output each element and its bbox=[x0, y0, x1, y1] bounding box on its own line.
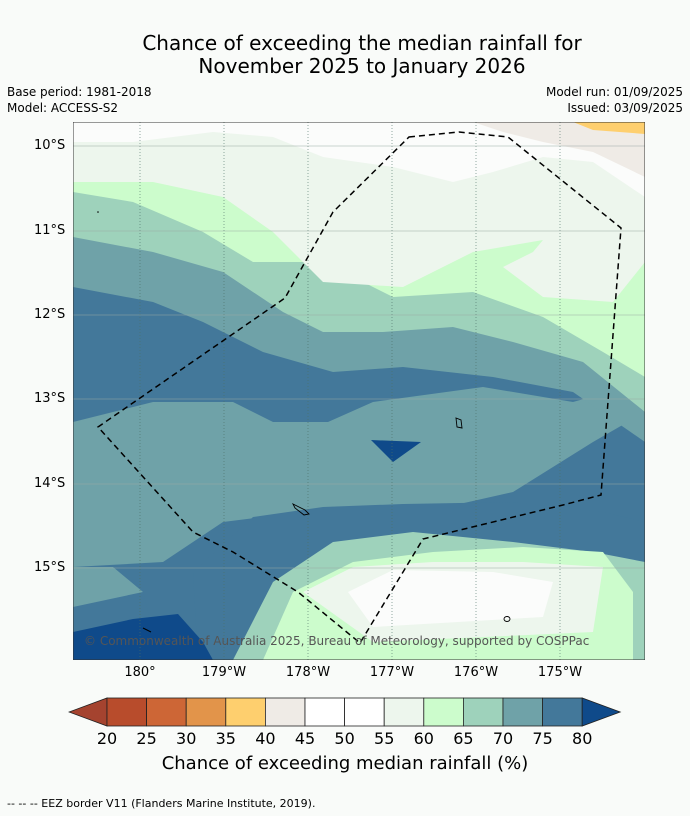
lon-label-180: 180° bbox=[124, 665, 156, 680]
lat-label-11s: 11°S bbox=[34, 223, 66, 238]
zone-70-75-west bbox=[73, 567, 143, 607]
model-name: Model: ACCESS-S2 bbox=[7, 101, 119, 115]
colorbar-tick-label: 35 bbox=[215, 729, 236, 748]
lat-label-14s: 14°S bbox=[34, 476, 66, 491]
rainfall-map bbox=[72, 121, 646, 661]
colorbar-tick-label: 70 bbox=[492, 729, 514, 748]
lat-label-10s: 10°S bbox=[34, 138, 66, 153]
colorbar-cell bbox=[423, 697, 464, 727]
islet-west bbox=[97, 211, 99, 213]
island-center bbox=[291, 502, 310, 516]
colorbar-label: Chance of exceeding median rainfall (%) bbox=[161, 753, 529, 774]
lat-label-12s: 12°S bbox=[34, 307, 66, 322]
map-area bbox=[72, 121, 646, 661]
colorbar-tick-label: 55 bbox=[374, 729, 395, 748]
colorbar-tick-label: 80 bbox=[572, 729, 593, 748]
colorbar-tick-label: 45 bbox=[294, 729, 316, 748]
colorbar-cell bbox=[462, 697, 504, 727]
colorbar-tick-label: 50 bbox=[334, 729, 355, 748]
title-line-1: Chance of exceeding the median rainfall … bbox=[142, 31, 582, 55]
island-south bbox=[503, 616, 511, 622]
zone-50-55-south bbox=[348, 570, 553, 627]
meta-right: Model run: 01/09/2025 Issued: 03/09/2025 bbox=[546, 84, 683, 116]
lon-label-178w: 178°W bbox=[285, 665, 331, 680]
colorbar-cells bbox=[67, 697, 622, 727]
model-run: Model run: 01/09/2025 bbox=[545, 85, 683, 99]
zone-35-40 bbox=[573, 122, 645, 134]
colorbar-tick-label: 60 bbox=[413, 729, 434, 748]
colorbar-tick-label: 40 bbox=[255, 729, 276, 748]
colorbar-extend-low bbox=[67, 697, 108, 727]
meta-left: Base period: 1981-2018 Model: ACCESS-S2 bbox=[7, 84, 152, 116]
colorbar-cell bbox=[106, 697, 147, 727]
eez-footnote: -- -- -- EEZ border V11 (Flanders Marine… bbox=[7, 797, 316, 810]
map-credit: © Commonwealth of Australia 2025, Bureau… bbox=[84, 634, 590, 648]
zone-80-100-southwest bbox=[73, 614, 213, 660]
base-period: Base period: 1981-2018 bbox=[7, 85, 152, 99]
parallels bbox=[73, 145, 645, 569]
colorbar-svg bbox=[67, 697, 622, 727]
colorbar-cell bbox=[264, 697, 306, 727]
lat-label-13s: 13°S bbox=[34, 391, 66, 406]
colorbar bbox=[67, 697, 628, 731]
colorbar-cell bbox=[304, 697, 345, 727]
colorbar-cell bbox=[146, 697, 187, 727]
colorbar-tick-label: 65 bbox=[453, 729, 474, 748]
lon-label-176w: 176°W bbox=[453, 665, 499, 680]
lon-label-179w: 179°W bbox=[201, 665, 247, 680]
zone-45-50 bbox=[473, 122, 645, 177]
colorbar-cell bbox=[542, 697, 583, 727]
colorbar-tick-label: 20 bbox=[96, 729, 118, 748]
zone-50-55 bbox=[73, 122, 645, 197]
colorbar-cell bbox=[502, 697, 543, 727]
colorbar-tick-label: 75 bbox=[532, 729, 553, 748]
colorbar-extend-high bbox=[581, 697, 622, 727]
colorbar-cell bbox=[383, 697, 425, 727]
colorbar-cell bbox=[344, 697, 385, 727]
title-line-2: November 2025 to January 2026 bbox=[198, 54, 526, 78]
lon-label-175w: 175°W bbox=[537, 665, 583, 680]
island-northeast bbox=[455, 417, 463, 429]
lon-label-177w: 177°W bbox=[369, 665, 415, 680]
zone-80-100-center bbox=[371, 440, 421, 462]
colorbar-cell bbox=[225, 697, 266, 727]
colorbar-tick-label: 30 bbox=[176, 729, 197, 748]
island-southwest bbox=[142, 627, 152, 633]
colorbar-tick-label: 25 bbox=[136, 729, 157, 748]
map-title: Chance of exceeding the median rainfall … bbox=[0, 32, 690, 78]
issued-date: Issued: 03/09/2025 bbox=[567, 101, 683, 115]
eez-border bbox=[96, 131, 622, 645]
lat-label-15s: 15°S bbox=[34, 560, 66, 575]
colorbar-cell bbox=[185, 697, 227, 727]
